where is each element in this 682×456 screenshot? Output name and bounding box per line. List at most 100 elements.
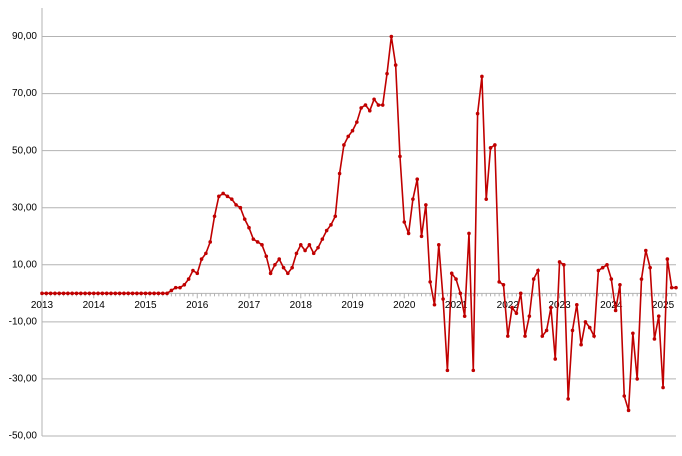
data-point [91, 291, 96, 296]
data-point [454, 277, 458, 281]
data-point [242, 217, 247, 221]
data-point [57, 291, 62, 296]
data-point [501, 282, 506, 287]
data-line [42, 36, 676, 411]
data-point [656, 314, 661, 318]
data-point [363, 103, 368, 107]
y-tick-label: -10,00 [9, 317, 38, 328]
data-point [316, 245, 320, 250]
data-point [553, 357, 558, 361]
data-point [376, 103, 381, 107]
data-point [273, 263, 277, 267]
x-tick-label: 2015 [134, 300, 157, 311]
data-point [570, 328, 575, 333]
data-point [531, 277, 536, 281]
y-tick-label: 10,00 [12, 259, 37, 270]
data-point [156, 291, 161, 296]
data-point [104, 291, 109, 296]
data-point [281, 265, 286, 270]
data-point [648, 265, 652, 270]
data-point [100, 291, 105, 296]
data-point [484, 197, 489, 201]
data-point [113, 291, 118, 296]
data-point [191, 268, 195, 273]
x-tick-label: 2014 [83, 300, 106, 311]
data-point [514, 311, 519, 316]
data-point [307, 243, 312, 247]
data-point [199, 257, 204, 261]
data-point [148, 291, 152, 296]
data-point [449, 271, 454, 276]
data-point [424, 203, 428, 207]
data-point [165, 291, 169, 296]
data-point [398, 154, 402, 159]
x-tick-label: 2021 [445, 300, 468, 311]
data-point [234, 203, 238, 207]
data-point [87, 291, 92, 296]
data-point [626, 408, 631, 413]
data-point [186, 277, 191, 281]
x-tick-label: 2018 [290, 300, 313, 311]
data-point [83, 291, 87, 296]
data-point [557, 260, 562, 264]
data-point [631, 331, 635, 336]
data-point [126, 291, 131, 296]
data-point [540, 334, 545, 338]
data-point [669, 285, 674, 290]
data-point [212, 214, 217, 219]
data-point [277, 257, 282, 261]
data-point [238, 205, 243, 210]
data-point [173, 285, 178, 290]
data-point [605, 263, 609, 267]
data-point [467, 231, 471, 236]
data-point [527, 314, 532, 318]
data-point [333, 214, 338, 219]
data-point [380, 103, 385, 107]
data-point [286, 271, 290, 276]
data-point [311, 251, 316, 256]
data-point [70, 291, 74, 296]
data-point [518, 291, 523, 296]
data-point [355, 120, 359, 124]
data-point [152, 291, 156, 296]
data-point [96, 291, 100, 296]
data-point [579, 342, 583, 347]
data-point [290, 265, 294, 270]
data-point [372, 97, 376, 102]
data-point [337, 171, 342, 176]
data-point [575, 302, 579, 307]
data-point [320, 237, 325, 241]
data-point [367, 108, 372, 113]
data-point [393, 63, 398, 67]
data-point [600, 265, 605, 270]
data-point [462, 314, 467, 318]
data-point [221, 191, 225, 196]
y-tick-label: 70,00 [12, 88, 37, 99]
data-point [204, 251, 208, 256]
data-point [428, 280, 432, 284]
data-point [644, 248, 648, 253]
data-point [122, 291, 126, 296]
data-point [359, 106, 363, 110]
data-point [225, 194, 230, 199]
data-point [665, 257, 670, 261]
data-point [583, 320, 588, 324]
data-point [493, 143, 497, 147]
data-point [592, 334, 596, 338]
data-point [510, 305, 514, 310]
data-point [48, 291, 53, 296]
data-point [471, 368, 476, 373]
data-point [402, 220, 407, 224]
data-point [135, 291, 139, 296]
x-tick-label: 2013 [31, 300, 54, 311]
data-point [139, 291, 143, 296]
x-tick-label: 2016 [186, 300, 209, 311]
data-point [432, 302, 437, 307]
data-point [549, 305, 553, 310]
data-point [346, 134, 351, 139]
y-tick-label: 90,00 [12, 31, 37, 42]
data-point [229, 197, 234, 201]
x-tick-label: 2024 [600, 300, 623, 311]
data-point [329, 223, 333, 227]
data-point [445, 368, 450, 373]
